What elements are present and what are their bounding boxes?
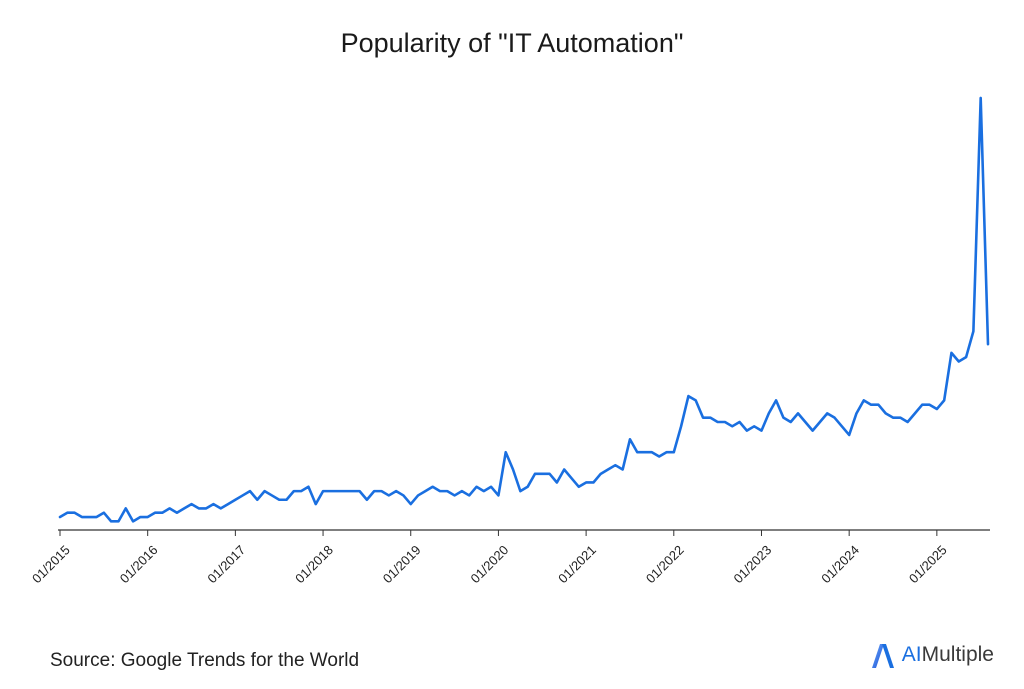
x-tick-label: 01/2016: [117, 542, 161, 586]
source-note: Source: Google Trends for the World: [50, 650, 360, 671]
x-tick-label: 01/2020: [467, 542, 511, 586]
series-line: [58, 96, 990, 523]
x-tick-label: 01/2018: [292, 542, 336, 586]
chart-title: Popularity of "IT Automation": [340, 28, 684, 58]
x-tick-label: 01/2021: [555, 542, 599, 586]
aimultiple-logo-icon: [871, 644, 894, 668]
brand-name: AIMultiple: [902, 643, 994, 667]
x-ticks: 01/2015 01/2016 01/2017 01/2018 01/2019 01/20…: [29, 530, 950, 586]
series-layer: [58, 96, 990, 523]
x-tick-label: 01/2017: [204, 542, 248, 586]
x-tick-label: 01/2025: [906, 542, 950, 586]
x-tick-label: 01/2022: [643, 542, 687, 586]
brand-name-accent: AI: [901, 643, 922, 666]
brand-logo: AIMultiple: [870, 640, 994, 670]
x-tick-label: 01/2024: [818, 542, 862, 586]
brand-name-rest: Multiple: [921, 643, 994, 666]
x-tick-label: 01/2019: [380, 542, 424, 586]
x-tick-label: 01/2023: [731, 542, 775, 586]
x-tick-label: 01/2015: [29, 542, 73, 586]
